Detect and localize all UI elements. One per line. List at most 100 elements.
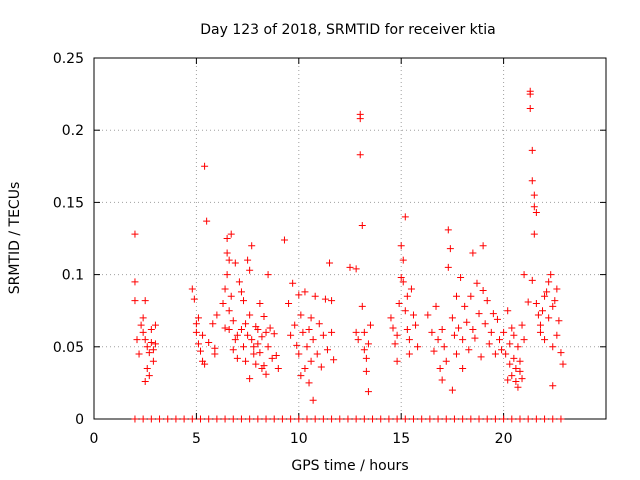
data-point	[510, 331, 518, 339]
data-point	[233, 354, 241, 362]
data-point	[256, 299, 264, 307]
data-point	[399, 278, 407, 286]
data-point	[403, 325, 411, 333]
data-point	[448, 386, 456, 394]
data-point	[262, 370, 270, 378]
data-point	[459, 415, 467, 423]
data-point	[455, 324, 463, 332]
data-point	[205, 415, 213, 423]
data-point	[553, 331, 561, 339]
data-point	[483, 297, 491, 305]
data-point	[260, 312, 268, 320]
data-point	[272, 351, 280, 359]
data-point	[248, 336, 256, 344]
data-point	[446, 245, 454, 253]
data-point	[409, 415, 417, 423]
data-point	[256, 349, 264, 357]
data-point	[504, 376, 512, 384]
data-point	[225, 325, 233, 333]
data-point	[141, 377, 149, 385]
data-point	[196, 415, 204, 423]
data-point	[262, 328, 270, 336]
x-tick-label: 10	[290, 431, 308, 447]
data-point	[147, 325, 155, 333]
data-point	[180, 415, 188, 423]
data-point	[219, 299, 227, 307]
data-point	[151, 340, 159, 348]
data-point	[139, 314, 147, 322]
data-point	[145, 372, 153, 380]
data-point	[401, 415, 409, 423]
data-point	[289, 279, 297, 287]
y-axis-label: SRMTID / TECUs	[7, 182, 23, 295]
data-point	[536, 321, 544, 329]
data-point	[514, 343, 522, 351]
data-point	[530, 230, 538, 238]
data-point	[188, 285, 196, 293]
data-point	[459, 364, 467, 372]
data-point	[520, 336, 528, 344]
data-point	[205, 338, 213, 346]
data-point	[291, 321, 299, 329]
data-point	[442, 415, 450, 423]
data-point	[209, 320, 217, 328]
data-point	[557, 415, 565, 423]
data-point	[397, 273, 405, 281]
data-point	[246, 266, 254, 274]
data-point	[532, 209, 540, 217]
data-point	[444, 263, 452, 271]
data-point	[143, 343, 151, 351]
data-point	[328, 328, 336, 336]
data-point	[270, 330, 278, 338]
data-point	[278, 415, 286, 423]
data-point	[471, 334, 479, 342]
data-point	[559, 360, 567, 368]
data-point	[424, 311, 432, 319]
data-point	[297, 311, 305, 319]
data-point	[358, 302, 366, 310]
data-point	[399, 256, 407, 264]
data-point	[459, 336, 467, 344]
data-point	[393, 331, 401, 339]
data-point	[364, 340, 372, 348]
data-point	[528, 146, 536, 154]
data-point	[133, 336, 141, 344]
data-point	[487, 328, 495, 336]
data-point	[352, 415, 360, 423]
data-point	[467, 292, 475, 300]
data-point	[389, 324, 397, 332]
data-point	[483, 415, 491, 423]
data-point	[524, 298, 532, 306]
data-point	[539, 307, 547, 315]
data-point	[393, 415, 401, 423]
data-point	[229, 415, 237, 423]
data-point	[194, 340, 202, 348]
data-point	[387, 314, 395, 322]
data-point	[530, 203, 538, 211]
data-point	[469, 249, 477, 257]
data-point	[328, 415, 336, 423]
data-point	[360, 415, 368, 423]
data-point	[434, 336, 442, 344]
data-point	[311, 292, 319, 300]
data-point	[414, 343, 422, 351]
data-point	[305, 325, 313, 333]
data-point	[391, 340, 399, 348]
data-point	[143, 364, 151, 372]
data-point	[506, 340, 514, 348]
data-point	[498, 346, 506, 354]
data-point	[360, 328, 368, 336]
data-point	[536, 328, 544, 336]
data-point	[323, 346, 331, 354]
data-point	[512, 377, 520, 385]
data-point	[237, 325, 245, 333]
data-point	[516, 357, 524, 365]
data-point	[496, 336, 504, 344]
data-point	[528, 177, 536, 185]
data-point	[139, 328, 147, 336]
data-point	[211, 350, 219, 358]
data-point	[223, 249, 231, 257]
data-point	[491, 415, 499, 423]
data-point	[358, 222, 366, 230]
